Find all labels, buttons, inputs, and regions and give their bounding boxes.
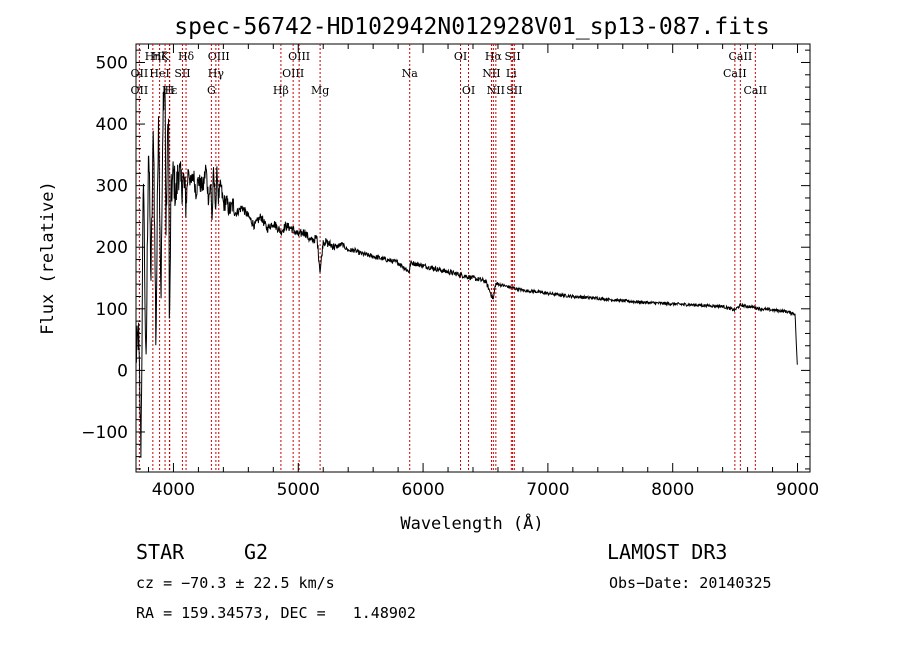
line-label-9: Hδ: [178, 50, 195, 63]
line-label-17: Na: [402, 67, 419, 80]
object-subclass: G2: [244, 540, 269, 564]
line-label-24: SII: [506, 84, 522, 97]
y-axis-title: Flux (relative): [38, 181, 58, 335]
redshift-readout: cz = −70.3 ± 22.5 km/s: [136, 574, 335, 592]
line-label-23: SII: [504, 50, 520, 63]
line-label-14: OIII: [282, 67, 304, 80]
line-label-18: OI: [454, 50, 467, 63]
axis-ticks: 4000 5000 6000 7000 8000 9000 −100 0 100 200 300 40…: [81, 44, 819, 500]
x-axis-title: Wavelength (Å): [400, 512, 543, 534]
y-tick-label: 200: [96, 238, 128, 258]
line-label-22: NII: [487, 84, 505, 97]
line-label-8: SII: [174, 67, 190, 80]
line-label-26: CaII: [729, 50, 753, 63]
line-label-20: Hα: [485, 50, 503, 63]
line-label-4: HeI: [149, 67, 169, 80]
y-tick-label: −100: [81, 423, 128, 443]
y-tick-label: 0: [117, 361, 128, 381]
line-label-25: Li: [506, 67, 517, 80]
line-label-15: OIII: [288, 50, 310, 63]
y-tick-label: 100: [96, 300, 128, 320]
x-tick-label: 5000: [277, 480, 320, 500]
line-label-5: Hε: [162, 84, 178, 97]
x-tick-label: 4000: [152, 480, 195, 500]
x-tick-label: 8000: [651, 480, 694, 500]
line-label-13: Hβ: [273, 84, 289, 97]
chart-title: spec-56742-HD102942N012928V01_sp13-087.f…: [174, 14, 769, 40]
plot-frame: [135, 43, 811, 473]
line-label-11: Hγ: [208, 67, 225, 80]
line-label-2: Hη: [145, 50, 161, 63]
coordinates: RA = 159.34573, DEC = 1.48902: [136, 604, 416, 622]
line-label-6: K: [161, 50, 170, 63]
line-label-3: Hζ: [152, 50, 168, 63]
object-class: STAR: [136, 540, 185, 564]
line-label-28: CaII: [743, 84, 767, 97]
line-label-1: OII: [131, 84, 149, 97]
spectrum-line: [135, 86, 798, 458]
line-label-7: H: [165, 84, 175, 97]
y-tick-label: 400: [96, 115, 128, 135]
x-tick-label: 6000: [401, 480, 444, 500]
y-tick-label: 500: [96, 53, 128, 73]
obs-date: Obs−Date: 20140325: [609, 574, 772, 592]
line-label-12: G: [207, 84, 216, 97]
line-label-0: OII: [131, 67, 149, 80]
line-label-19: OI: [462, 84, 475, 97]
line-label-21: NII: [482, 67, 500, 80]
y-tick-label: 300: [96, 177, 128, 197]
line-label-16: Mg: [311, 84, 329, 97]
line-label-27: CaII: [723, 67, 747, 80]
line-label-10: OIII: [208, 50, 230, 63]
survey-name: LAMOST DR3: [607, 540, 728, 564]
x-tick-label: 7000: [526, 480, 569, 500]
x-tick-label: 9000: [776, 480, 819, 500]
